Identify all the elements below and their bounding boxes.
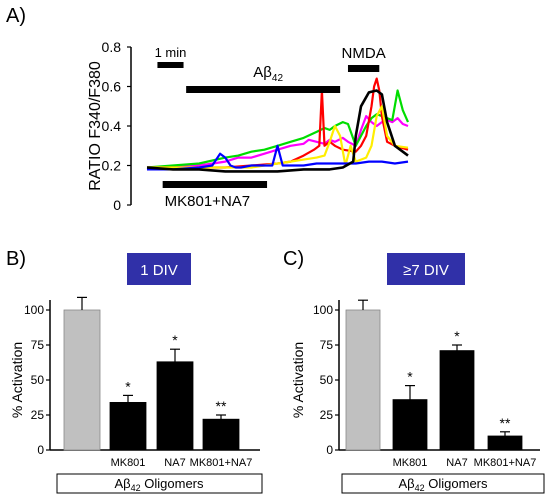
- significance-marker: **: [500, 415, 511, 431]
- calcium-ratio-chart: 0 0.2 0.4 0.6 0.8 RATIO F340/F380 1 min Aβ42 N…: [87, 39, 410, 213]
- mk801-na7-bar: [162, 181, 268, 188]
- y-axis-label: % Activation: [9, 342, 25, 418]
- y-tick-label: 50: [320, 373, 334, 387]
- panel-label-a: A): [6, 5, 26, 27]
- trace-line: [147, 105, 409, 169]
- nmda-bar: [347, 65, 380, 72]
- footer-label: Aβ42 Oligomers: [114, 476, 204, 493]
- significance-marker: *: [125, 378, 131, 394]
- y-tick-label: 75: [320, 338, 334, 352]
- time-scale-bar: [157, 62, 184, 68]
- significance-marker: *: [454, 328, 460, 344]
- x-tick-label: MK801: [393, 457, 428, 469]
- badge-box: [127, 253, 191, 285]
- significance-marker: *: [407, 369, 413, 385]
- bar: [63, 309, 101, 451]
- badge-box: [387, 253, 465, 285]
- panel-label-c: C): [283, 248, 304, 270]
- nmda-label: NMDA: [342, 45, 386, 62]
- y-tick-label: 0.4: [102, 118, 122, 134]
- bar: [345, 309, 381, 451]
- y-tick-label: 0.6: [102, 79, 122, 95]
- mk801-na7-label: MK801+NA7: [165, 193, 250, 210]
- x-tick-label: MK801+NA7: [474, 457, 537, 469]
- y-tick-label: 25: [320, 408, 334, 422]
- y-tick-label: 50: [31, 373, 45, 387]
- bar: [109, 401, 147, 451]
- bar-chart-1div: 1 DIV 0 25 50 75 100 % Activation * MK801 * NA7…: [9, 253, 263, 494]
- bar: [439, 350, 475, 451]
- badge-label: ≥7 DIV: [403, 262, 449, 279]
- y-tick-label: 0.2: [102, 158, 122, 174]
- y-axis-label: RATIO F340/F380: [87, 61, 104, 191]
- x-tick-label: MK801+NA7: [190, 457, 253, 469]
- time-scale-label: 1 min: [155, 45, 187, 60]
- badge-label: 1 DIV: [140, 262, 178, 279]
- bar-chart-7div: ≥7 DIV 0 25 50 75 100 % Activation * MK801 * NA…: [290, 253, 545, 494]
- y-tick-label: 0: [37, 443, 44, 457]
- footer-label: Aβ42 Oligomers: [398, 476, 488, 493]
- trace-line: [146, 89, 409, 173]
- y-tick-label: 0: [113, 197, 121, 213]
- footer-box: [341, 473, 545, 494]
- significance-marker: *: [172, 332, 178, 348]
- x-tick-label: NA7: [446, 457, 467, 469]
- panel-label-b: B): [6, 248, 26, 270]
- trace-line: [147, 144, 409, 171]
- y-tick-label: 75: [31, 338, 45, 352]
- abeta-bar: [186, 86, 341, 93]
- x-tick-label: NA7: [164, 457, 185, 469]
- y-tick-label: 0: [326, 443, 333, 457]
- footer-box: [56, 473, 263, 494]
- y-axis-label: % Activation: [290, 342, 306, 418]
- significance-marker: **: [216, 398, 227, 414]
- bar: [487, 435, 523, 451]
- bar: [202, 418, 240, 451]
- y-tick-label: 100: [313, 303, 333, 317]
- y-tick-label: 25: [31, 408, 45, 422]
- abeta-label: Aβ42: [253, 64, 283, 84]
- x-tick-label: MK801: [111, 457, 146, 469]
- bar: [156, 361, 194, 451]
- trace-line: [146, 89, 410, 169]
- y-tick-label: 100: [24, 303, 44, 317]
- bar: [392, 399, 428, 451]
- y-tick-label: 0.8: [102, 39, 122, 55]
